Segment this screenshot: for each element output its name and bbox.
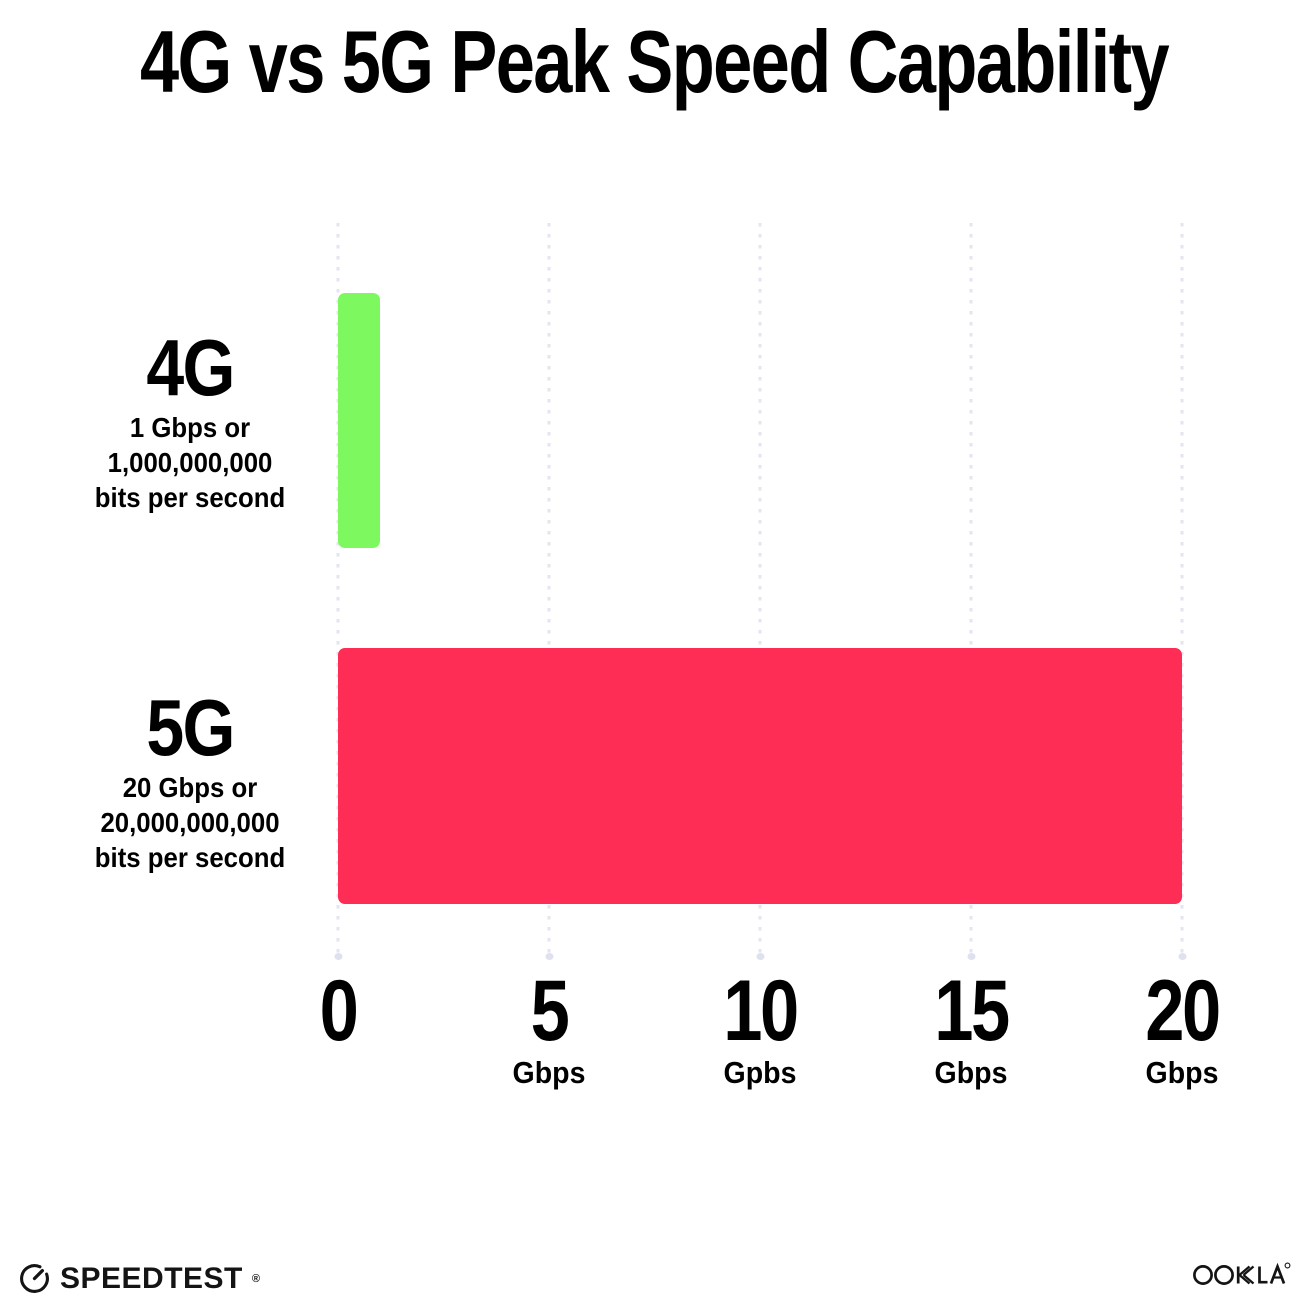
- x-tick-number: 5: [530, 963, 570, 1059]
- gridline: [969, 223, 973, 954]
- x-tick-number: 20: [1145, 963, 1221, 1059]
- gridline: [336, 223, 340, 954]
- gridline: [547, 223, 551, 954]
- row-desc-line: 20 Gbps or: [122, 772, 258, 803]
- speedtest-wordmark: SPEEDTEST: [60, 1261, 243, 1295]
- row-name-5g: 5G: [146, 683, 235, 772]
- x-tick: 0: [316, 963, 361, 1059]
- x-tick: 10 Gpbs: [715, 963, 805, 1091]
- x-tick: 20 Gbps: [1137, 963, 1227, 1091]
- x-tick-number: 10: [723, 963, 799, 1059]
- gridline: [758, 223, 762, 954]
- bar-4g: [338, 293, 381, 548]
- row-label-5g: 5G 20 Gbps or 20,000,000,000 bits per se…: [40, 688, 340, 875]
- x-tick-unit: Gpbs: [723, 1055, 797, 1091]
- x-tick-number: 15: [934, 963, 1010, 1059]
- row-desc-5g: 20 Gbps or 20,000,000,000 bits per secon…: [40, 770, 340, 875]
- speedtest-logo: SPEEDTEST ®: [18, 1262, 260, 1295]
- row-label-4g: 4G 1 Gbps or 1,000,000,000 bits per seco…: [40, 328, 340, 515]
- speedtest-registered-mark: ®: [251, 1272, 260, 1285]
- x-axis: 0 5 Gbps 10 Gpbs 15 Gbps 20 Gbps: [320, 963, 1222, 1108]
- chart-title: 4G vs 5G Peak Speed Capability: [139, 12, 1170, 111]
- speedometer-gauge-icon: [20, 1264, 49, 1293]
- x-tick: 5 Gbps: [509, 963, 588, 1091]
- bar-5g: [338, 648, 1182, 904]
- x-tick-number: 0: [319, 963, 359, 1059]
- row-desc-line: bits per second: [94, 482, 286, 513]
- x-tick: 15 Gbps: [926, 963, 1016, 1091]
- row-desc-line: 1 Gbps or: [129, 412, 251, 443]
- row-desc-line: 20,000,000,000: [100, 807, 280, 838]
- x-tick-unit: Gbps: [512, 1055, 586, 1091]
- row-desc-line: bits per second: [94, 842, 286, 873]
- row-name-4g: 4G: [146, 323, 235, 412]
- plot-area: [336, 223, 1184, 960]
- x-tick-unit: Gbps: [934, 1055, 1008, 1091]
- x-tick-unit: Gbps: [1145, 1055, 1219, 1091]
- row-desc-line: 1,000,000,000: [107, 447, 273, 478]
- gridline: [1180, 223, 1184, 954]
- row-desc-4g: 1 Gbps or 1,000,000,000 bits per second: [40, 410, 340, 515]
- ookla-wordmark-icon: [1193, 1262, 1291, 1285]
- ookla-logo: OOKLA: [1192, 1257, 1292, 1289]
